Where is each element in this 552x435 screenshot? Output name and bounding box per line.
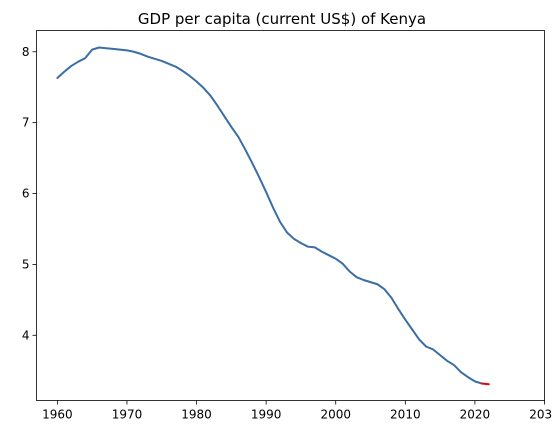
x-tick-label: 1960 [42, 408, 73, 422]
x-tick-label: 2000 [320, 408, 351, 422]
y-tick-label: 8 [22, 45, 30, 59]
plot-frame [36, 30, 545, 401]
y-tick-label: 6 [22, 187, 30, 201]
y-tick-label: 5 [22, 257, 30, 271]
x-tick-label: 1970 [112, 408, 143, 422]
x-tick-label: 1980 [181, 408, 212, 422]
x-tick-label: 2020 [460, 408, 491, 422]
y-tick-label: 7 [22, 116, 30, 130]
y-tick-label: 4 [22, 328, 30, 342]
y-axis: 4 5 6 7 8 [22, 45, 37, 342]
x-tick-label: 2030 [529, 408, 552, 422]
chart-title: GDP per capita (current US$) of Kenya [138, 10, 426, 28]
series-line-1 [480, 382, 490, 386]
x-tick-label: 2010 [390, 408, 421, 422]
plot-area [56, 46, 490, 386]
x-tick-label: 1990 [251, 408, 282, 422]
x-axis: 1960 1970 1980 1990 2000 2010 2020 2030 [42, 400, 552, 422]
series-line-0 [56, 46, 483, 385]
